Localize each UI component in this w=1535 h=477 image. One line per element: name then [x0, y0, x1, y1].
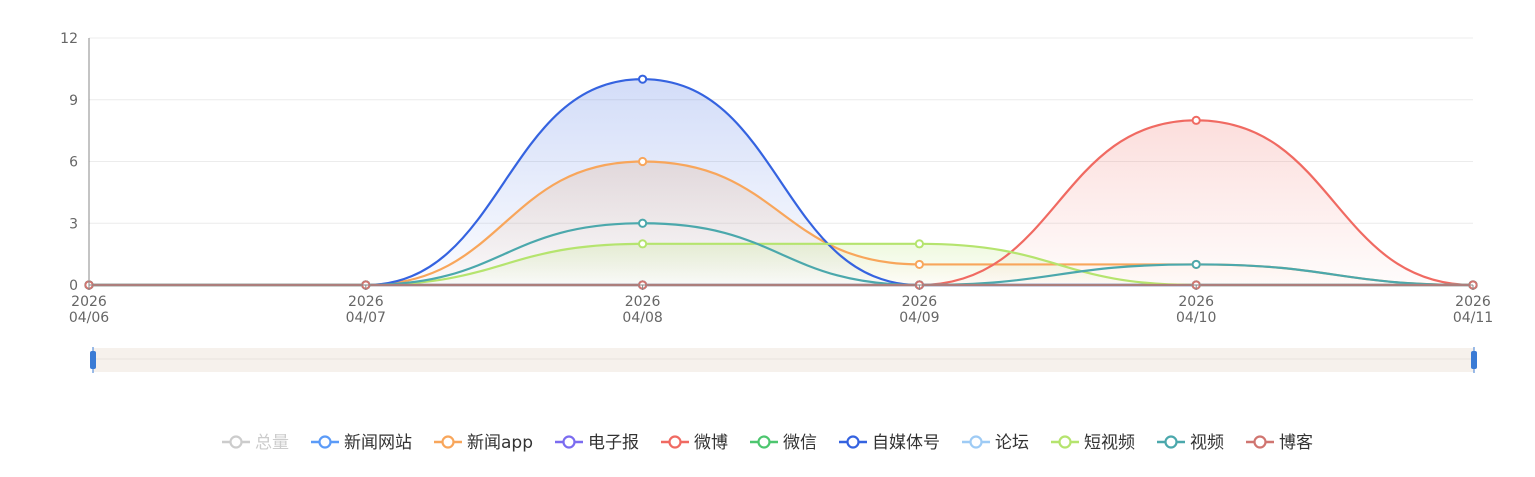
legend-label: 总量 — [255, 433, 289, 453]
legend-item[interactable]: 短视频 — [1051, 433, 1135, 453]
legend-circle-icon — [1058, 435, 1072, 449]
x-tick-year: 2026 — [625, 294, 661, 310]
legend-label: 论坛 — [995, 433, 1029, 453]
legend-label: 电子报 — [588, 433, 639, 453]
legend-label: 短视频 — [1084, 433, 1135, 453]
data-point[interactable] — [638, 156, 648, 167]
y-tick-label: 12 — [60, 31, 78, 47]
x-tick-label: 2026 04/10 — [1176, 294, 1216, 326]
legend-circle-icon — [1253, 435, 1267, 449]
legend-label: 新闻网站 — [344, 433, 412, 453]
x-tick-date: 04/07 — [346, 310, 386, 326]
legend-item[interactable]: 新闻app — [434, 433, 533, 453]
legend-circle-icon — [318, 435, 332, 449]
legend-label: 博客 — [1279, 433, 1313, 453]
legend-label: 自媒体号 — [872, 433, 940, 453]
x-tick-date: 04/06 — [69, 310, 109, 326]
legend-circle-icon — [229, 435, 243, 449]
x-tick-date: 04/08 — [622, 310, 662, 326]
legend-circle-icon — [562, 435, 576, 449]
y-tick-label: 3 — [69, 216, 78, 232]
legend-circle-icon — [1164, 435, 1178, 449]
legend-label: 微信 — [783, 433, 817, 453]
legend-label: 新闻app — [467, 433, 533, 453]
x-tick-year: 2026 — [902, 294, 938, 310]
legend-item[interactable]: 微博 — [661, 433, 728, 453]
x-tick-year: 2026 — [348, 294, 384, 310]
legend-item[interactable]: 博客 — [1246, 433, 1313, 453]
x-tick-date: 04/10 — [1176, 310, 1216, 326]
data-point[interactable] — [1191, 115, 1201, 125]
legend-circle-icon — [846, 435, 860, 449]
legend-item[interactable]: 视频 — [1157, 433, 1224, 453]
x-tick-label: 2026 04/06 — [69, 294, 109, 326]
area-fill — [89, 243, 1473, 285]
data-point[interactable] — [914, 259, 925, 270]
zoom-handle[interactable] — [1471, 351, 1477, 369]
zoom-track[interactable] — [93, 348, 1474, 372]
data-point[interactable] — [638, 74, 648, 84]
legend-circle-icon — [969, 435, 983, 449]
data-point[interactable] — [1191, 259, 1201, 270]
legend-circle-icon — [757, 435, 771, 449]
x-tick-label: 2026 04/09 — [899, 294, 939, 326]
data-point[interactable] — [638, 239, 648, 249]
legend[interactable]: 总量 新闻网站 新闻app 电子报 微博 微信 自媒体号 论坛 短视频 视频 博客 — [222, 433, 1313, 453]
legend-item[interactable]: 电子报 — [555, 433, 639, 453]
legend-item[interactable]: 总量 — [222, 433, 289, 453]
legend-label: 视频 — [1190, 433, 1224, 453]
zoom-handle[interactable] — [90, 351, 96, 369]
y-tick-label: 6 — [69, 155, 78, 171]
legend-item[interactable]: 新闻网站 — [311, 433, 412, 453]
x-tick-year: 2026 — [1455, 294, 1491, 310]
legend-item[interactable]: 微信 — [750, 433, 817, 453]
legend-item[interactable]: 自媒体号 — [839, 433, 940, 453]
x-tick-label: 2026 04/11 — [1453, 294, 1493, 326]
x-tick-date: 04/11 — [1453, 310, 1493, 326]
data-point[interactable] — [914, 239, 925, 249]
legend-item[interactable]: 论坛 — [962, 433, 1029, 453]
y-tick-label: 0 — [69, 278, 78, 294]
area-fill — [89, 120, 1473, 285]
y-tick-label: 9 — [69, 93, 78, 109]
legend-circle-icon — [441, 435, 455, 449]
x-tick-label: 2026 04/08 — [622, 294, 662, 326]
legend-label: 微博 — [694, 433, 728, 453]
x-tick-date: 04/09 — [899, 310, 939, 326]
x-tick-year: 2026 — [1178, 294, 1214, 310]
x-tick-label: 2026 04/07 — [346, 294, 386, 326]
x-tick-year: 2026 — [71, 294, 107, 310]
data-point[interactable] — [638, 218, 648, 228]
data-zoom-slider[interactable] — [90, 347, 1477, 373]
legend-circle-icon — [668, 435, 682, 449]
